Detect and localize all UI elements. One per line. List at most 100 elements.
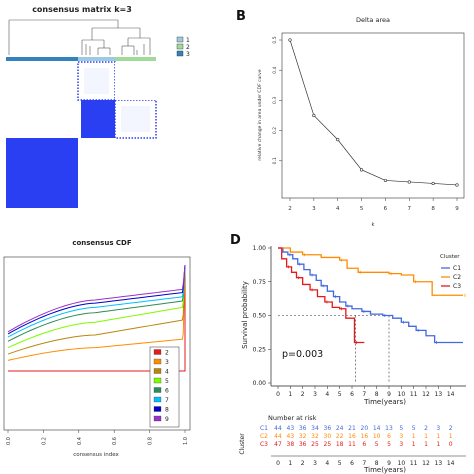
risk-cell: 44 (274, 433, 282, 440)
cdf-legend-swatch (153, 358, 162, 365)
panel-c-x-tick-label: 0.0 (6, 437, 12, 445)
risk-table-tick-label: 1 (288, 460, 292, 467)
panel-d-x-tick-label: 2 (301, 391, 305, 398)
panel-b-point (407, 180, 411, 184)
km-curve-C2 (278, 247, 463, 296)
panel-b-line (289, 39, 458, 186)
panel-d-legend-title: Cluster (440, 254, 460, 260)
risk-table-tick-label: 8 (375, 460, 379, 467)
risk-cell: 20 (361, 425, 369, 432)
risk-cell: 43 (287, 433, 295, 440)
cluster-bar-1 (78, 57, 115, 61)
risk-cell: 36 (299, 425, 307, 432)
risk-cell: 1 (412, 441, 416, 448)
risk-table-tick-label: 13 (435, 460, 443, 467)
risk-cell: 3 (436, 425, 440, 432)
panel-b-x-tick-label: 7 (408, 206, 412, 212)
panel-a-consensus-matrix: consensus matrix k=3 1 2 3 (6, 5, 190, 208)
panel-b-x-tick-label: 8 (431, 206, 435, 212)
panel-b-x-tick-label: 6 (384, 206, 388, 212)
cdf-legend-swatch (153, 368, 162, 374)
risk-cell: 43 (287, 425, 295, 432)
matrix-block-12 (81, 100, 115, 138)
risk-cell: 1 (424, 441, 428, 448)
risk-row-label: C3 (260, 441, 268, 448)
panel-d-letter: D (230, 233, 241, 248)
panel-b-point (455, 183, 459, 187)
matrix-block-21 (115, 62, 156, 100)
panel-b-x-tick-label: 4 (336, 206, 340, 212)
risk-table-tick-label: 5 (338, 460, 342, 467)
cdf-line-k4 (7, 264, 186, 355)
panel-d-x-tick-label: 8 (375, 391, 379, 398)
km-curve-C3 (278, 247, 365, 344)
risk-table-tick-label: 3 (313, 460, 317, 467)
panel-d-xlabel: Time(years) (363, 398, 406, 406)
legend-swatch-1 (176, 36, 184, 43)
panel-d-x-tick-label: 4 (325, 391, 329, 398)
panel-d-x-tick-label: 1 (288, 391, 292, 398)
cdf-legend-label: 7 (165, 397, 169, 404)
risk-cell: 25 (324, 441, 332, 448)
cdf-legend-swatch (153, 396, 162, 403)
panel-b-x-tick-label: 9 (455, 206, 459, 212)
dendrogram (8, 19, 151, 55)
risk-table-tick-label: 2 (301, 460, 305, 467)
panel-d-y-tick-label: 1.00 (253, 245, 267, 252)
panel-d-x-tick-label: 0 (276, 391, 280, 398)
panel-b-ylabel: relative change in area under CDF curve (257, 69, 263, 160)
panel-c-x-tick-label: 0.8 (148, 437, 154, 445)
risk-cell: 13 (385, 425, 393, 432)
risk-cell: 18 (336, 441, 344, 448)
panel-d-y-tick-label: 0.25 (253, 346, 267, 353)
matrix-block-1 (84, 68, 109, 94)
panel-c-consensus-cdf: consensus CDF 0.0 0.2 0.4 0.6 0.8 1.0 consens… (3, 239, 191, 458)
risk-cell: 5 (375, 441, 379, 448)
risk-cell: 6 (362, 441, 366, 448)
panel-b-y-tick-label: 0.1 (272, 157, 278, 164)
risk-cell: 1 (412, 433, 416, 440)
risk-table-tick-label: 11 (410, 460, 418, 467)
panel-b-y-ticks: 0.1 0.2 0.3 0.4 0.5 (272, 36, 282, 164)
risk-table-tick-label: 4 (325, 460, 329, 467)
panel-b-x-ticks: 2 3 4 5 6 7 8 9 (288, 198, 459, 212)
panel-d-x-tick-label: 7 (362, 391, 366, 398)
panel-d-y-tick-label: 0.00 (253, 380, 267, 387)
cdf-line-k8 (7, 264, 186, 335)
panel-d-x-tick-label: 6 (350, 391, 354, 398)
risk-cell: 32 (311, 433, 319, 440)
panel-c-x-tick-label: 0.2 (41, 437, 47, 445)
risk-cell: 10 (373, 433, 381, 440)
risk-cell: 1 (424, 433, 428, 440)
risk-cell: 2 (424, 425, 428, 432)
risk-cell: 5 (412, 425, 416, 432)
panel-c-x-tick-label: 0.6 (112, 437, 118, 445)
legend-label-3: 3 (186, 51, 190, 58)
risk-cell: 3 (399, 433, 403, 440)
legend-swatch-2 (176, 43, 184, 50)
panel-b-x-tick-label: 5 (360, 206, 364, 212)
risk-table: C1 44 43 36 34 36 24 21 20 14 13 5 5 2 3 2C2 44 43 32 32 30 2… (260, 425, 466, 467)
panel-b-point (336, 138, 340, 142)
risk-cell: 16 (361, 433, 369, 440)
panel-b-y-tick-label: 0.4 (272, 66, 278, 73)
panel-b-point (288, 38, 292, 42)
cdf-legend-label: 5 (165, 378, 169, 385)
panel-d-x-tick-label: 10 (398, 391, 406, 398)
panel-b-frame (281, 32, 465, 199)
risk-cell: 25 (311, 441, 319, 448)
cdf-legend-label: 2 (165, 350, 169, 357)
panel-d-legend: Cluster C1 C2 C3 (440, 254, 461, 290)
panel-d-y-tick-label: 0.75 (253, 279, 267, 286)
cdf-legend-label: 4 (165, 369, 169, 376)
panel-c-xlabel: consensus index (73, 452, 119, 458)
panel-c-x-tick-label: 0.4 (77, 437, 83, 445)
matrix-block-2 (121, 106, 150, 132)
cdf-legend-swatch (153, 415, 162, 422)
risk-table-xlabel: Time(years) (363, 466, 406, 474)
panel-b-xlabel: k (372, 222, 375, 228)
panel-c-x-ticks: 0.0 0.2 0.4 0.6 0.8 1.0 (6, 430, 189, 445)
cdf-legend-label: 6 (165, 388, 169, 395)
panel-d-legend-label: C3 (453, 283, 461, 290)
